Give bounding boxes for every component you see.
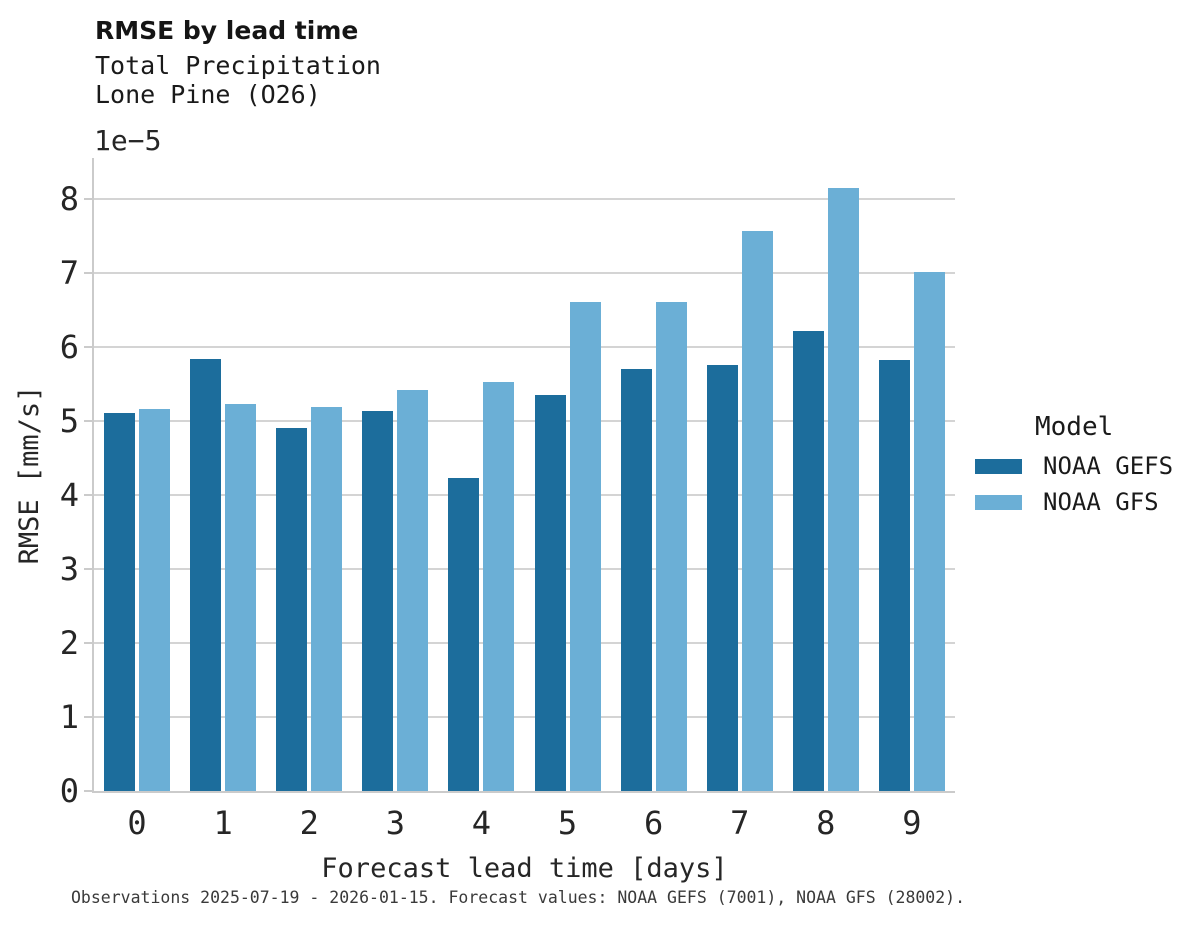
chart-title: RMSE by lead time [95,16,359,45]
y-axis-label: RMSE [mm/s] [14,385,45,564]
bar-group-day-3 [352,158,438,791]
gridline [94,493,955,496]
plot-area: 0 1 2 3 4 5 6 7 8 0 1 2 3 4 5 6 7 8 9 Forecast lead time … [14,158,955,884]
gridline [94,345,955,348]
bar-noaa-gefs-day-5 [534,394,566,791]
y-tick-mark [84,715,92,718]
x-tick-label: 9 [902,804,922,842]
y-tick-label: 8 [59,179,79,218]
bar-group-day-9 [869,158,955,791]
bar-group-day-4 [438,158,524,791]
x-tick-label: 2 [299,804,319,842]
y-tick-label: 1 [59,697,79,736]
y-tick-label: 6 [59,327,79,366]
bar-group-day-5 [524,158,610,791]
x-tick-labels: 0 1 2 3 4 5 6 7 8 9 [94,807,955,839]
bar-noaa-gefs-day-8 [792,330,824,791]
bar-noaa-gefs-day-2 [276,427,308,791]
y-tick-label: 4 [59,475,79,514]
x-tick-label: 4 [471,804,492,842]
bar-noaa-gfs-day-8 [827,187,859,791]
y-tick-mark [84,197,92,200]
bar-noaa-gfs-day-7 [741,230,773,791]
y-tick-mark [84,493,92,496]
x-tick-label: 6 [643,804,664,842]
x-tick-label: 1 [213,804,233,842]
y-tick-label: 3 [59,549,79,588]
bar-noaa-gfs-day-9 [913,272,945,791]
bar-group-day-8 [783,158,869,791]
y-tick-mark [84,345,92,348]
y-tick-label: 0 [59,772,79,810]
bar-group-day-6 [611,158,697,791]
bar-noaa-gefs-day-7 [706,365,738,791]
bar-group-day-7 [697,158,783,791]
caption-text: Observations 2025-07-19 - 2026-01-15. Fo… [71,888,966,907]
y-tick-mark [84,641,92,644]
bar-noaa-gfs-day-6 [655,302,687,791]
bar-noaa-gfs-day-2 [311,406,343,791]
gridline [94,715,955,718]
legend-label: NOAA GFS [1043,488,1159,516]
bar-noaa-gefs-day-1 [190,358,222,791]
gridline [94,419,955,422]
bar-noaa-gfs-day-1 [225,403,257,791]
bar-noaa-gefs-day-3 [362,411,394,791]
y-tick-label: 5 [59,401,79,440]
x-axis-label: Forecast lead time [days] [321,853,728,884]
gridline [94,567,955,570]
bar-group-day-2 [266,158,352,791]
bar-noaa-gefs-day-4 [448,477,480,791]
legend-item: NOAA GFS [975,488,1173,516]
chart-subtitle: Total Precipitation Lone Pine (O26) [95,51,381,109]
bar-noaa-gfs-day-5 [569,301,601,791]
bar-noaa-gefs-day-6 [620,369,652,791]
y-tick-label: 7 [59,253,79,292]
gridline [94,641,955,644]
gridline [94,197,955,200]
y-tick-mark [84,790,92,792]
y-axis-offset-label: 1e−5 [94,124,162,157]
legend-swatch-icon [975,494,1022,510]
y-tick-mark [84,567,92,570]
legend-item: NOAA GEFS [975,452,1174,480]
legend: Model NOAA GEFS NOAA GFS [975,412,1174,516]
legend-swatch-icon [975,458,1022,474]
gridline [94,271,955,274]
legend-label: NOAA GEFS [1043,452,1174,480]
x-tick-label: 0 [127,804,147,842]
bar-noaa-gefs-day-0 [104,413,136,791]
bar-group-day-1 [180,158,266,791]
legend-title: Model [1035,412,1114,442]
bar-noaa-gfs-day-0 [139,408,171,791]
bar-group-layer [94,158,955,791]
bar-noaa-gefs-day-9 [878,360,910,791]
chart-subtitle-line2: Lone Pine (O26) [95,80,321,109]
bar-group-day-0 [94,158,180,791]
y-tick-label: 2 [59,623,79,662]
legend-items: NOAA GEFS NOAA GFS [975,452,1174,516]
x-tick-label: 7 [730,804,750,842]
chart-subtitle-line1: Total Precipitation [95,51,381,80]
y-tick-mark [84,271,92,274]
x-tick-label: 8 [816,804,836,842]
x-tick-label: 5 [557,804,578,842]
x-tick-label: 3 [385,804,405,842]
bar-noaa-gfs-day-4 [483,381,515,791]
bar-noaa-gfs-day-3 [397,389,429,791]
y-tick-mark [84,419,92,422]
